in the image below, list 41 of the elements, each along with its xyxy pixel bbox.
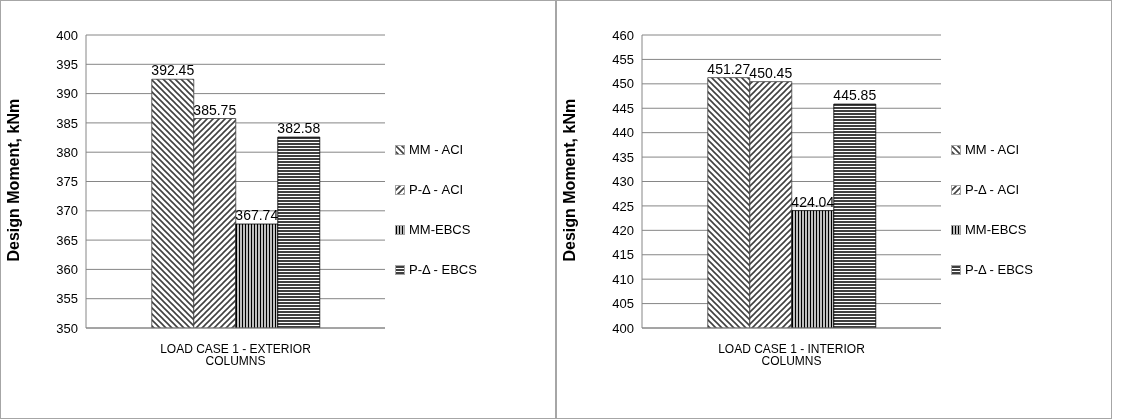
y-tick-label: 420 — [612, 222, 634, 238]
data-label: 445.85 — [833, 87, 877, 104]
y-axis-title: Design Moment, kNm — [4, 98, 22, 262]
y-tick-label: 445 — [612, 100, 634, 116]
y-tick-label: 430 — [612, 174, 634, 190]
y-tick-label: 405 — [612, 296, 634, 312]
y-tick-label: 400 — [612, 320, 634, 336]
y-tick-label: 410 — [612, 271, 634, 287]
legend-label: P-Δ - ACI — [409, 180, 464, 199]
y-tick-label: 435 — [612, 149, 634, 165]
legend-label: MM-EBCS — [409, 220, 471, 239]
data-label: 385.75 — [193, 101, 237, 118]
y-axis-title: Design Moment, kNm — [560, 98, 578, 262]
legend-label: MM-EBCS — [965, 220, 1027, 239]
y-tick-label: 385 — [56, 115, 78, 131]
legend-label: P-Δ - EBCS — [409, 260, 477, 279]
y-tick-label: 375 — [56, 174, 78, 190]
y-tick-label: 365 — [56, 232, 78, 248]
x-tick-label: LOAD CASE 1 - INTERIOR COLUMNS — [718, 341, 866, 368]
y-tick-label: 400 — [56, 27, 78, 43]
y-tick-label: 380 — [56, 144, 78, 160]
x-tick-label: LOAD CASE 1 - EXTERIOR COLUMNS — [160, 341, 312, 368]
legend-label: P-Δ - ACI — [965, 180, 1020, 199]
y-tick-label: 370 — [56, 203, 78, 219]
data-label: 392.45 — [151, 62, 195, 79]
y-tick-label: 360 — [56, 262, 78, 278]
y-tick-label: 440 — [612, 125, 634, 141]
y-tick-label: 355 — [56, 291, 78, 307]
y-tick-label: 350 — [56, 320, 78, 336]
legend-label: P-Δ - EBCS — [965, 260, 1033, 279]
y-tick-label: 460 — [612, 27, 634, 43]
y-tick-label: 425 — [612, 198, 634, 214]
y-tick-label: 455 — [612, 52, 634, 68]
y-tick-label: 450 — [612, 76, 634, 92]
y-tick-label: 395 — [56, 56, 78, 72]
data-label: 450.45 — [749, 64, 793, 81]
legend-label: MM - ACI — [409, 140, 464, 159]
legend-label: MM - ACI — [965, 140, 1020, 159]
data-label: 382.58 — [277, 120, 321, 137]
y-tick-label: 390 — [56, 86, 78, 102]
y-tick-label: 415 — [612, 247, 634, 263]
